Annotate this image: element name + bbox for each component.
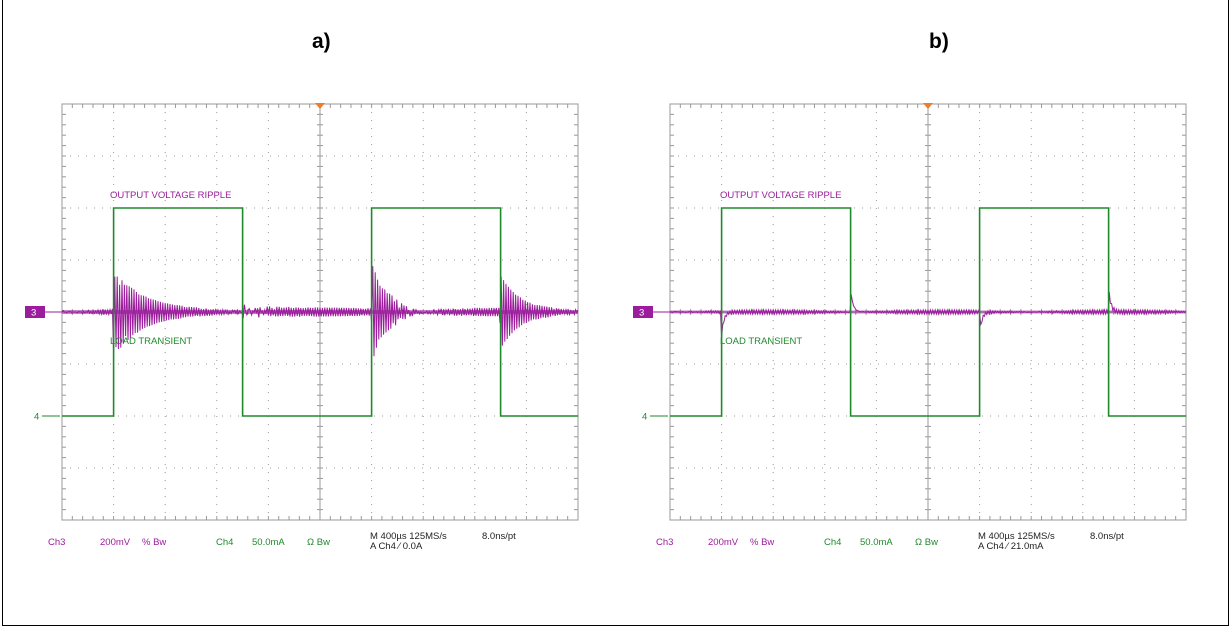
ch3-marker-box (25, 306, 45, 318)
annotation-load-transient: LOAD TRANSIENT (720, 336, 802, 347)
ch3-marker-box (633, 306, 653, 318)
panel-label-b: b) (929, 30, 949, 53)
scope-panel-b: 3 4 OUTPUT VOLTAGE RIPPLE LOAD TRANSIENT Ch3… (633, 103, 1187, 552)
readout-ch4-flags: Ω Bw (915, 537, 938, 548)
readout-ch3: Ch3 (48, 537, 65, 548)
readout-ch4-scale: 50.0mA (252, 537, 285, 548)
panel-label-a: a) (312, 30, 331, 53)
readout-timebase: M 400µs 125MS/s (370, 531, 447, 542)
readout-ch4-scale: 50.0mA (860, 537, 893, 548)
ch4-load-trace (62, 207, 578, 417)
readout-ch3-scale: 200mV (100, 537, 131, 548)
readout-timebase: M 400µs 125MS/s (978, 531, 1055, 542)
readout-resolution: 8.0ns/pt (482, 531, 516, 542)
trigger-position-marker (315, 103, 325, 109)
readout-trigger: A Ch4 ⁄ 21.0mA (978, 541, 1044, 552)
readout-ch3-scale: 200mV (708, 537, 739, 548)
readout-trigger: A Ch4 ⁄ 0.0A (370, 541, 423, 552)
ch3-ground-marker: 3 (633, 306, 670, 319)
readout-ch3-flags: % Bw (142, 537, 166, 548)
scope-readout: Ch3 200mV % Bw Ch4 50.0mA Ω Bw M 400µs 125MS/s… (48, 531, 516, 552)
ch4-load-trace (670, 207, 1186, 417)
ch3-ground-marker: 3 (25, 306, 62, 319)
ch4-ground-marker: 4 (642, 412, 668, 423)
readout-ch3-flags: % Bw (750, 537, 774, 548)
annotation-output-voltage-ripple: OUTPUT VOLTAGE RIPPLE (110, 190, 231, 201)
ch4-marker-label: 4 (34, 412, 39, 423)
readout-resolution: 8.0ns/pt (1090, 531, 1124, 542)
readout-ch3: Ch3 (656, 537, 673, 548)
ch3-marker-label: 3 (31, 308, 36, 319)
ch4-ground-marker: 4 (34, 412, 60, 423)
readout-ch4-flags: Ω Bw (307, 537, 330, 548)
ch4-marker-label: 4 (642, 412, 647, 423)
readout-ch4: Ch4 (824, 537, 841, 548)
annotation-output-voltage-ripple: OUTPUT VOLTAGE RIPPLE (720, 190, 841, 201)
ch3-marker-label: 3 (639, 308, 644, 319)
scope-panel-a: 3 4 OUTPUT VOLTAGE RIPPLE LOAD TRANSIENT Ch3… (25, 103, 579, 552)
readout-ch4: Ch4 (216, 537, 233, 548)
annotation-load-transient: LOAD TRANSIENT (110, 336, 192, 347)
scope-readout: Ch3 200mV % Bw Ch4 50.0mA Ω Bw M 400µs 125MS/s… (656, 531, 1124, 552)
trigger-position-marker (923, 103, 933, 109)
